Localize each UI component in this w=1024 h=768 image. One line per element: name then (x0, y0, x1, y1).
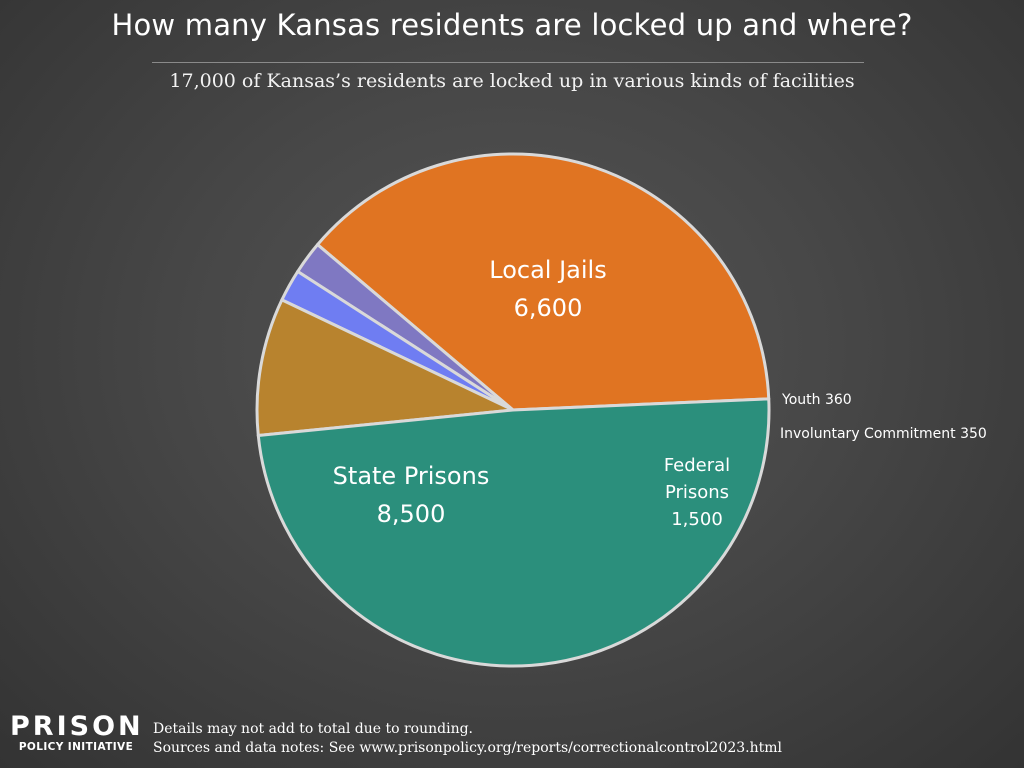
footer: Details may not add to total due to roun… (153, 720, 782, 758)
prison-policy-initiative-logo: PRISON POLICY INITIATIVE (10, 711, 144, 754)
logo-sub-text: POLICY INITIATIVE (18, 741, 134, 753)
slice-label-federal-prisons: Federal Prisons 1,500 (664, 455, 730, 530)
slice-label-youth: Youth 360 (781, 392, 852, 408)
pie-slice-local-jails (316, 152, 771, 412)
footer-note: Details may not add to total due to roun… (153, 721, 473, 737)
chart-title: How many Kansas residents are locked up … (111, 8, 913, 42)
slice-label-state-prisons: State Prisons 8,500 (333, 462, 490, 528)
pie-slice-federal-prisons (255, 298, 515, 438)
logo-main-text: PRISON (10, 711, 144, 742)
pie-slice-state-prisons (256, 397, 771, 668)
footer-sources: Sources and data notes: See www.prisonpo… (153, 740, 783, 756)
chart-subtitle: 17,000 of Kansas’s residents are locked … (169, 70, 855, 92)
slice-label-involuntary-commitment: Involuntary Commitment 350 (780, 426, 987, 442)
title-divider (152, 62, 864, 63)
slice-label-local-jails: Local Jails 6,600 (489, 256, 606, 322)
